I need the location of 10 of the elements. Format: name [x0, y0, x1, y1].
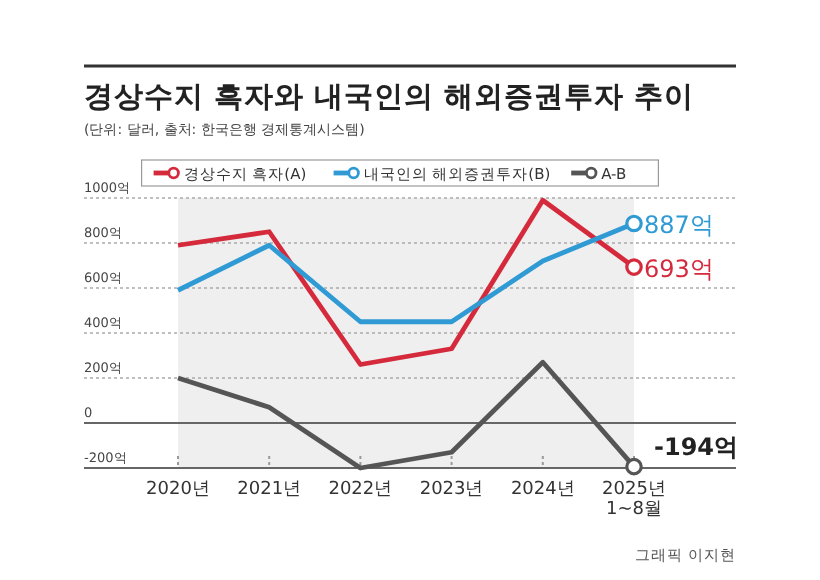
- annotation: -194억: [654, 432, 739, 461]
- annotation: 693억: [644, 255, 714, 284]
- x-tick-label: 2025년 1~8월: [602, 480, 666, 520]
- x-tick-label: 2022년: [328, 480, 393, 500]
- chart-title: 경상수지 흑자와 내국인의 해외증권투자 추이: [84, 82, 695, 114]
- x-tick-label: 2024년: [510, 480, 575, 500]
- x-tick-label: 2023년: [419, 480, 484, 500]
- x-tick-label: 2020년: [146, 480, 210, 500]
- x-tick-label: 2021년: [237, 480, 302, 500]
- annotation: 887억: [644, 211, 714, 240]
